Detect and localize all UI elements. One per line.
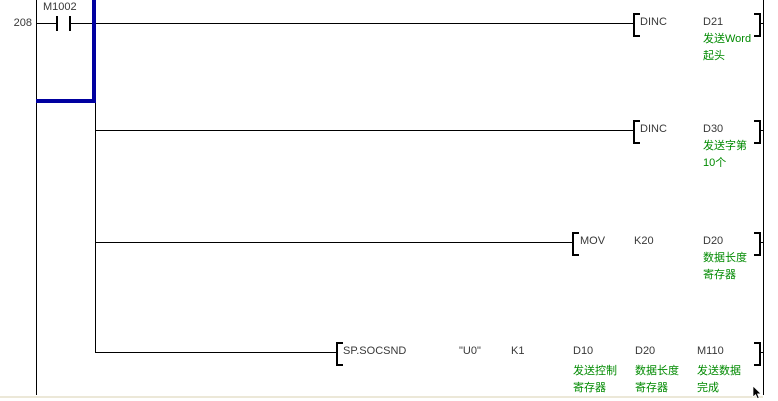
close-bracket-rung1 (754, 13, 761, 37)
edit-branch-horizontal (36, 99, 96, 103)
close-bracket-rung3 (754, 232, 761, 256)
operand-rung4-d10[interactable]: D10 (573, 345, 594, 357)
operand-rung3-d20[interactable]: D20 (703, 235, 724, 247)
open-bracket-rung3 (572, 232, 579, 256)
operand-rung4-m110[interactable]: M110 (697, 345, 724, 357)
close-bracket-rung2 (754, 120, 761, 144)
instruction-rung3[interactable]: MOV (580, 235, 606, 247)
operand-rung4-u0[interactable]: "U0" (459, 345, 481, 357)
comment-rung1-line2: 起头 (703, 50, 725, 62)
comment-rung4-d10-line1: 发送控制 (573, 365, 617, 377)
wire-rung2 (96, 130, 634, 131)
wire-rung4 (96, 352, 337, 353)
branch-wire-vertical (95, 23, 96, 353)
operand-rung2-d30[interactable]: D30 (703, 123, 724, 135)
operand-rung4-d20[interactable]: D20 (635, 345, 656, 357)
instruction-rung4[interactable]: SP.SOCSND (343, 345, 407, 357)
comment-rung2-line2: 10个 (703, 157, 727, 169)
contact-bar-left (56, 16, 58, 31)
wire-rung1-b (71, 23, 634, 24)
comment-rung3-line1: 数据长度 (703, 252, 747, 264)
right-power-rail (763, 0, 764, 395)
wire-rung2-out (760, 130, 763, 131)
comment-rung1-line1: 发送Word (703, 33, 752, 45)
open-bracket-rung1 (633, 13, 640, 37)
instruction-rung1[interactable]: DINC (640, 16, 667, 28)
open-bracket-rung2 (633, 120, 640, 144)
contact-bar-right (69, 16, 71, 31)
wire-rung4-out (760, 352, 763, 353)
comment-rung4-m110-line2: 完成 (697, 382, 719, 394)
comment-rung4-d10-line2: 寄存器 (573, 382, 606, 394)
operand-rung1-d21[interactable]: D21 (703, 16, 724, 28)
left-power-rail (36, 0, 37, 395)
comment-rung3-line2: 寄存器 (703, 269, 736, 281)
contact-label: M1002 (43, 1, 77, 13)
wire-rung3 (96, 242, 573, 243)
open-bracket-rung4 (336, 342, 343, 366)
comment-rung4-d20-line2: 寄存器 (635, 382, 668, 394)
contact-m1002[interactable] (55, 14, 73, 33)
close-bracket-rung4 (754, 342, 761, 366)
operand-rung4-k1[interactable]: K1 (511, 345, 525, 357)
edit-branch-vertical (92, 0, 96, 103)
comment-rung2-line1: 发送字第 (703, 140, 747, 152)
wire-rung1-out (760, 23, 763, 24)
wire-rung3-out (760, 242, 763, 243)
instruction-rung2[interactable]: DINC (640, 123, 667, 135)
comment-rung4-m110-line1: 发送数据 (697, 365, 741, 377)
step-number: 208 (13, 17, 32, 29)
mouse-cursor-icon (751, 385, 763, 401)
operand-rung3-k20[interactable]: K20 (634, 235, 654, 247)
comment-rung4-d20-line1: 数据长度 (635, 365, 679, 377)
bottom-edge-strip (0, 396, 763, 398)
wire-rung1-a (36, 23, 57, 24)
